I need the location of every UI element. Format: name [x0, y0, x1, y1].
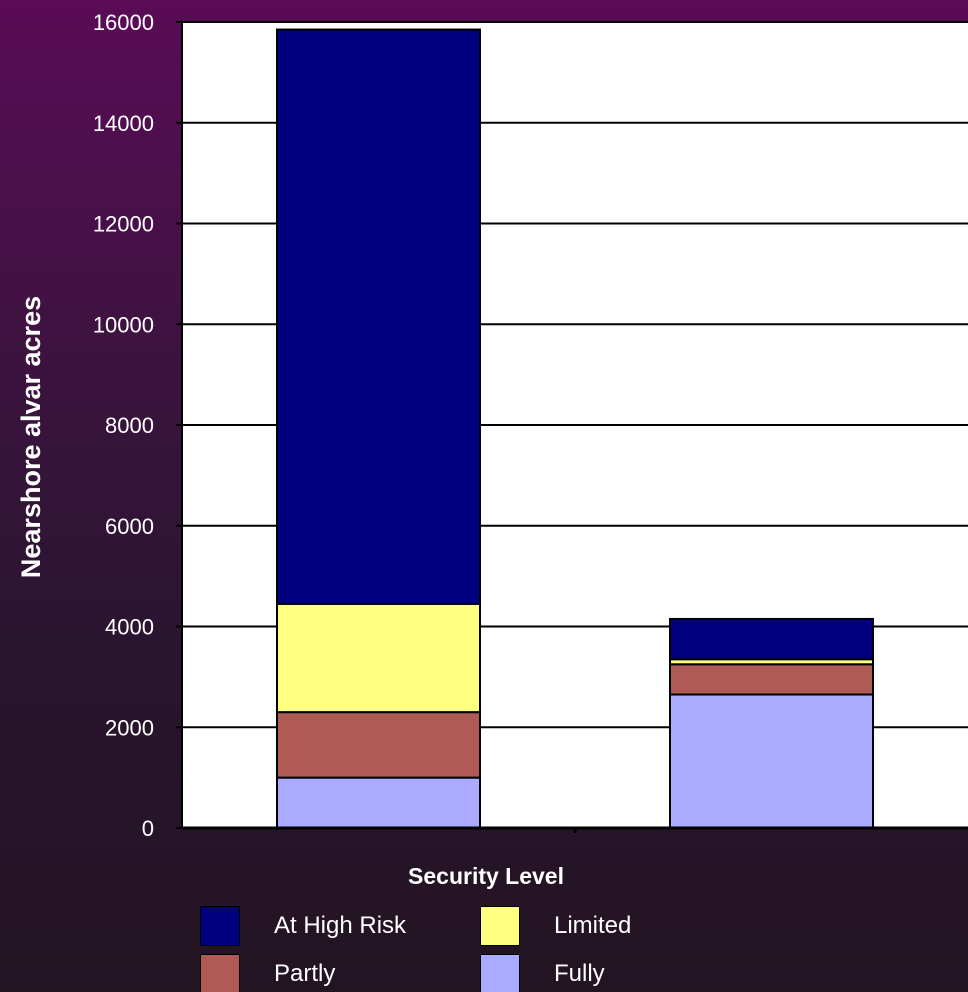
legend-item-limited: Limited	[480, 905, 760, 947]
y-tick-label: 12000	[93, 212, 154, 237]
y-tick-label: 8000	[105, 413, 154, 438]
legend-label-at-high-risk: At High Risk	[274, 912, 406, 940]
legend-swatch-partly	[200, 954, 240, 992]
legend-item-at-high-risk: At High Risk	[200, 905, 480, 947]
y-tick-label: 10000	[93, 312, 154, 337]
bar-segment-fully	[670, 695, 873, 828]
y-tick-label: 2000	[105, 715, 154, 740]
legend-item-partly: Partly	[200, 953, 480, 992]
y-tick-label: 4000	[105, 615, 154, 640]
y-tick-label: 14000	[93, 111, 154, 136]
legend-label-fully: Fully	[554, 960, 605, 988]
legend-swatch-limited	[480, 906, 520, 946]
y-axis-title: Nearshore alvar acres	[16, 296, 46, 578]
bar-segment-fully	[277, 778, 480, 828]
bar-segment-at-high-risk	[277, 30, 480, 604]
legend-swatch-at-high-risk	[200, 906, 240, 946]
bar-segment-partly	[670, 664, 873, 694]
bar-segment-at-high-risk	[670, 619, 873, 659]
legend-label-partly: Partly	[274, 960, 335, 988]
legend-label-limited: Limited	[554, 912, 631, 940]
x-axis-title: Security Level	[408, 863, 564, 889]
legend: At High Risk Limited Partly Fully	[200, 905, 760, 992]
y-tick-label: 16000	[93, 10, 154, 35]
legend-item-fully: Fully	[480, 953, 760, 992]
legend-swatch-fully	[480, 954, 520, 992]
bar-segment-limited	[277, 604, 480, 712]
y-tick-label: 0	[142, 816, 154, 841]
y-tick-labels: 0 2000 4000 6000 8000 10000 12000 14000 16000	[93, 10, 154, 841]
bar-segment-partly	[277, 712, 480, 777]
y-tick-label: 6000	[105, 514, 154, 539]
